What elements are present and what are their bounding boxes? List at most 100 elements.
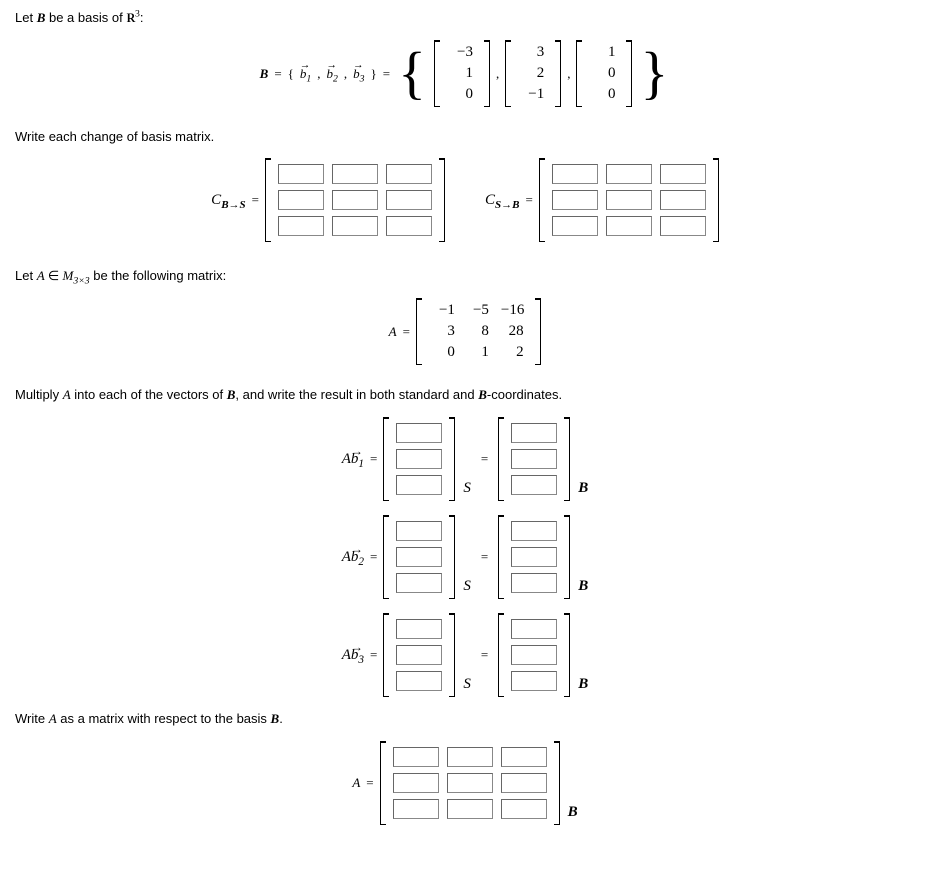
B: B — [271, 711, 280, 726]
label-Ab3: Ab3 — [342, 647, 364, 664]
ab1b-2[interactable] — [511, 475, 557, 495]
eq: = — [252, 192, 259, 208]
ab1s-1[interactable] — [396, 449, 442, 469]
eq: = — [525, 192, 532, 208]
ab-r0c2[interactable] — [501, 747, 547, 767]
B: B — [478, 387, 487, 402]
text: -coordinates. — [487, 387, 562, 402]
curly-r: } — [638, 50, 670, 96]
vec-b3: 100 — [576, 40, 632, 107]
sub-B: B — [568, 804, 578, 825]
eq: = — [370, 451, 377, 467]
cbs-r1c1[interactable] — [332, 190, 378, 210]
csb-r0c2[interactable] — [660, 164, 706, 184]
ab-r0c0[interactable] — [393, 747, 439, 767]
prompt-matrix-A: Let A ∈ M3×3 be the following matrix: — [15, 268, 915, 284]
ab3s-1[interactable] — [396, 645, 442, 665]
ab1b-0[interactable] — [511, 423, 557, 443]
ab-r2c2[interactable] — [501, 799, 547, 819]
ab2b-1[interactable] — [511, 547, 557, 567]
cbs-r2c1[interactable] — [332, 216, 378, 236]
comma: , — [496, 66, 499, 82]
eq: = — [403, 324, 410, 340]
comma: , — [317, 66, 320, 82]
label-CBS: CB→S — [211, 192, 245, 209]
matrix-input-CSB — [539, 158, 719, 242]
sub-S: S — [463, 676, 471, 697]
cbs-r0c1[interactable] — [332, 164, 378, 184]
label-Ab2: Ab2 — [342, 549, 364, 566]
ab1s-0[interactable] — [396, 423, 442, 443]
text: into each of the vectors of — [71, 387, 227, 402]
text: be the following matrix: — [90, 268, 227, 283]
ab1s-2[interactable] — [396, 475, 442, 495]
ab2b-0[interactable] — [511, 521, 557, 541]
vec-b2: 32−1 — [505, 40, 561, 107]
cbs-r2c2[interactable] — [386, 216, 432, 236]
csb-r1c0[interactable] — [552, 190, 598, 210]
b1: b1 — [300, 66, 311, 82]
brace-r: } — [371, 66, 377, 82]
prompt-A-in-B: Write A as a matrix with respect to the … — [15, 711, 915, 727]
matrix-input-AB — [380, 741, 560, 825]
csb-r1c1[interactable] — [606, 190, 652, 210]
sub-S: S — [463, 480, 471, 501]
ab1b-1[interactable] — [511, 449, 557, 469]
prompt-change-basis: Write each change of basis matrix. — [15, 129, 915, 144]
eq2: = — [383, 66, 390, 82]
csb-r1c2[interactable] — [660, 190, 706, 210]
matrix-A-display: A = −1−5−16 3828 012 — [15, 298, 915, 365]
sub-B: B — [578, 480, 588, 501]
ab3s-0[interactable] — [396, 619, 442, 639]
ab3b-2[interactable] — [511, 671, 557, 691]
eq: = — [366, 775, 373, 791]
ab2s-2[interactable] — [396, 573, 442, 593]
cbs-r0c0[interactable] — [278, 164, 324, 184]
eq: = — [481, 647, 488, 663]
ab2b-2[interactable] — [511, 573, 557, 593]
matrix-input-CBS — [265, 158, 445, 242]
ab3b-0[interactable] — [511, 619, 557, 639]
sym-R3: R3 — [126, 10, 140, 25]
ab-r1c0[interactable] — [393, 773, 439, 793]
A: A — [37, 268, 45, 283]
csb-r2c0[interactable] — [552, 216, 598, 236]
vec-b1: −310 — [434, 40, 490, 107]
text: Let — [15, 10, 37, 25]
ab3s-2[interactable] — [396, 671, 442, 691]
eq: = — [481, 451, 488, 467]
ab-r2c0[interactable] — [393, 799, 439, 819]
csb-r0c0[interactable] — [552, 164, 598, 184]
ab-r2c1[interactable] — [447, 799, 493, 819]
matrix-A: −1−5−16 3828 012 — [416, 298, 541, 365]
A: A — [352, 775, 360, 791]
cbs-r1c0[interactable] — [278, 190, 324, 210]
prompt-basis: Let B be a basis of R3: — [15, 10, 915, 26]
cbs-r0c2[interactable] — [386, 164, 432, 184]
A: A — [49, 711, 57, 726]
A-in-B-group: A = B — [15, 741, 915, 825]
ab2s-1[interactable] — [396, 547, 442, 567]
in: ∈ — [45, 268, 63, 283]
text: . — [279, 711, 283, 726]
text: Let — [15, 268, 37, 283]
cbs-r1c2[interactable] — [386, 190, 432, 210]
csb-r2c1[interactable] — [606, 216, 652, 236]
csb-r2c2[interactable] — [660, 216, 706, 236]
text: : — [140, 10, 144, 25]
cbs-r2c0[interactable] — [278, 216, 324, 236]
M: M3×3 — [62, 268, 89, 283]
eq: = — [274, 66, 281, 82]
ab3b-1[interactable] — [511, 645, 557, 665]
ab-r1c1[interactable] — [447, 773, 493, 793]
text: Write — [15, 711, 49, 726]
eq: = — [481, 549, 488, 565]
A: A — [63, 387, 71, 402]
csb-r0c1[interactable] — [606, 164, 652, 184]
ab2s-0[interactable] — [396, 521, 442, 541]
ab-r1c2[interactable] — [501, 773, 547, 793]
ab-r0c1[interactable] — [447, 747, 493, 767]
comma: , — [567, 66, 570, 82]
text: Multiply — [15, 387, 63, 402]
prompt-multiply: Multiply A into each of the vectors of B… — [15, 387, 915, 403]
